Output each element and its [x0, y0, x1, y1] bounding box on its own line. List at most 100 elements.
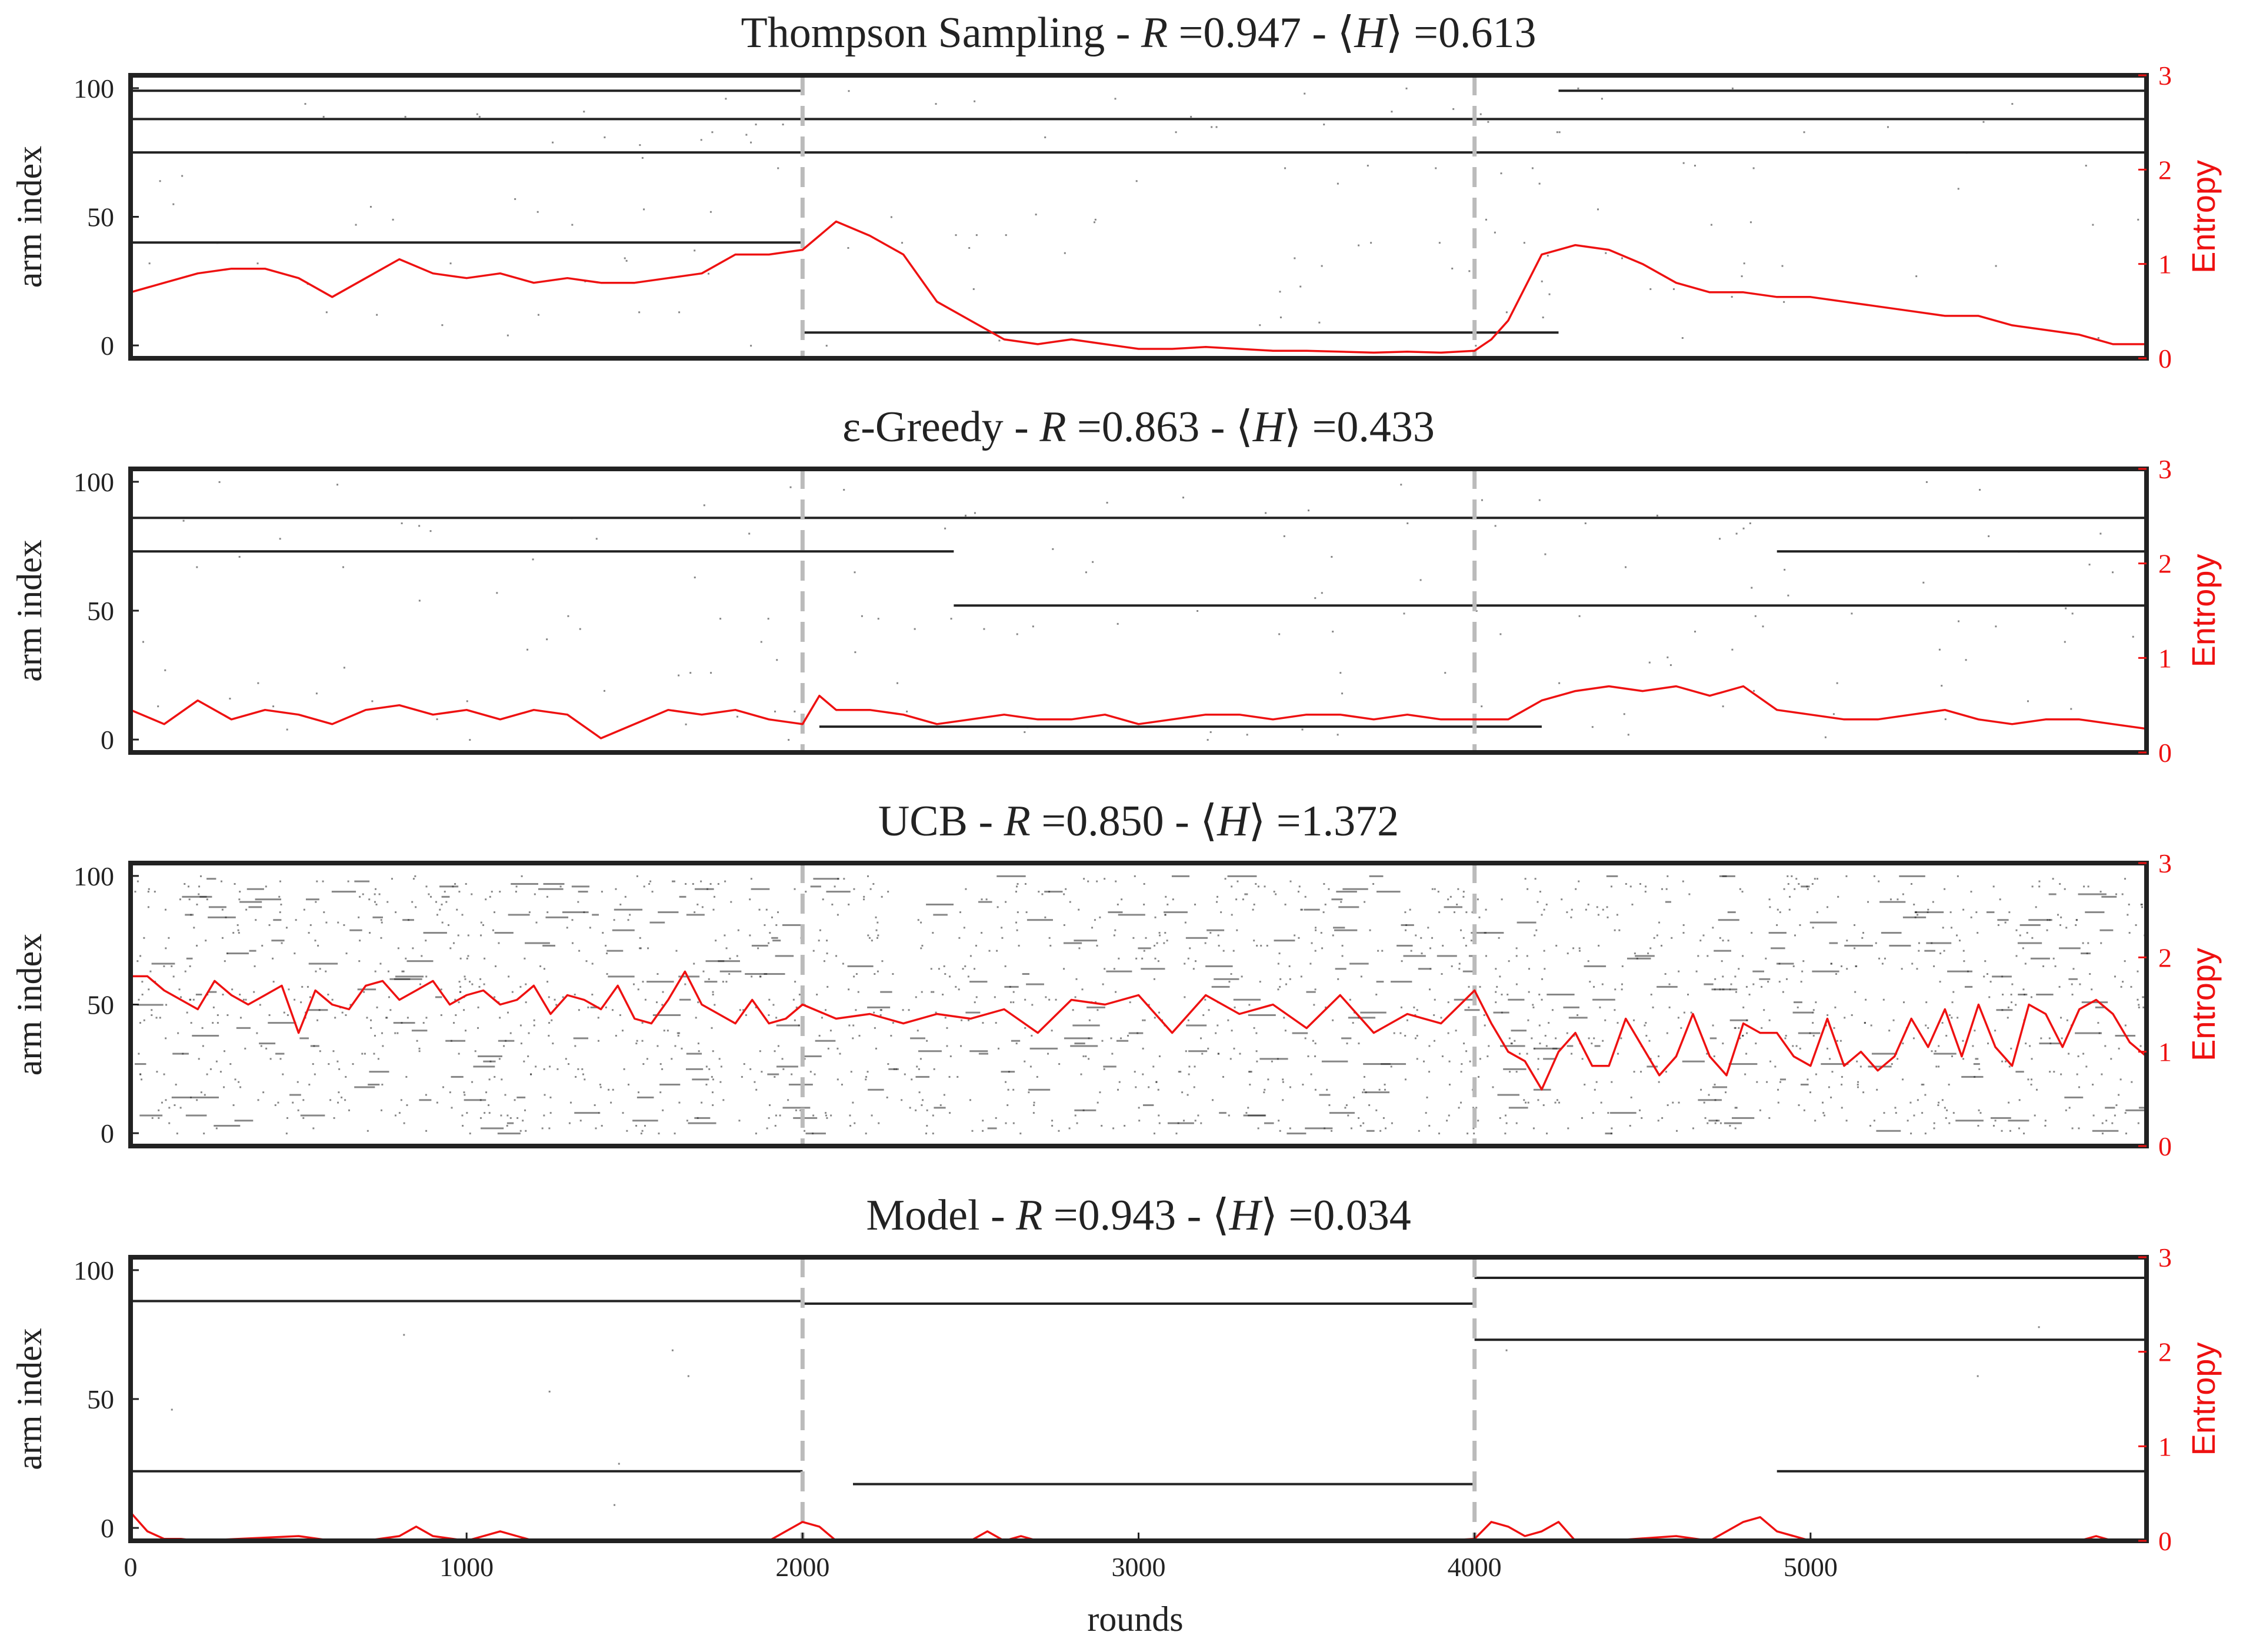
arm-pull: [1665, 888, 1668, 890]
arm-pull: [416, 1040, 418, 1042]
arm-pull: [1695, 970, 1698, 972]
arm-pull: [1539, 891, 1541, 893]
arm-pull: [1761, 1027, 1763, 1029]
arm-pull: [758, 908, 761, 911]
arm-pull: [1384, 1084, 1386, 1086]
arm-pull: [872, 882, 875, 885]
arm-pull: [1988, 996, 1991, 998]
arm-pull: [890, 1034, 892, 1037]
arm-pull: [1831, 962, 1833, 965]
arm-pull: [1468, 985, 1470, 988]
arm-pull: [825, 345, 828, 347]
arm-pull: [306, 985, 309, 988]
arm-pull: [644, 998, 646, 1001]
arm-pull: [1229, 1058, 1232, 1060]
arm-pull: [1428, 1125, 1431, 1127]
arm-pull: [1725, 1091, 1727, 1094]
arm-pull: [182, 895, 207, 898]
arm-pull: [678, 311, 681, 314]
arm-pull: [1178, 1071, 1180, 1073]
arm-pull: [2026, 932, 2028, 934]
arm-pull: [751, 944, 768, 947]
arm-pull: [2072, 968, 2075, 970]
arm-pull: [1523, 242, 1525, 244]
arm-pull: [1072, 1009, 1074, 1011]
arm-pull: [556, 1068, 559, 1070]
arm-pull: [826, 1117, 828, 1119]
arm-pull: [389, 1009, 392, 1011]
arm-pull: [1616, 914, 1618, 916]
arm-pull: [299, 1037, 309, 1040]
arm-pull: [549, 1096, 552, 1098]
arm-pull: [506, 1011, 509, 1014]
arm-pull: [1005, 901, 1007, 903]
arm-pull: [1337, 182, 1339, 185]
arm-pull: [1375, 994, 1378, 996]
arm-pull: [1459, 929, 1462, 931]
arm-pull: [545, 916, 569, 918]
arm-pull: [1158, 1055, 1161, 1057]
arm-pull: [1138, 947, 1151, 950]
arm-pull: [745, 973, 768, 975]
arm-pull: [209, 1068, 212, 1070]
arm-pull: [1297, 891, 1299, 893]
arm-pull: [262, 1091, 265, 1094]
arm-pull: [286, 1117, 289, 1119]
arm-pull: [1399, 1032, 1402, 1034]
arm-pull: [776, 659, 778, 661]
arm-pull: [316, 1019, 319, 1021]
arm-pull: [1218, 944, 1220, 947]
right-tick-label: 0: [2158, 344, 2172, 374]
arm-pull: [286, 728, 288, 731]
arm-pull: [1634, 952, 1636, 955]
arm-pull: [1977, 1058, 1979, 1060]
arm-pull: [610, 1101, 612, 1104]
arm-pull: [1096, 944, 1098, 947]
arm-pull: [942, 994, 944, 996]
arm-pull: [2031, 937, 2034, 939]
arm-pull: [288, 988, 290, 991]
arm-pull: [1997, 919, 2009, 921]
right-tick-label: 2: [2158, 155, 2172, 185]
arm-pull: [705, 1065, 708, 1068]
arm-pull: [1578, 947, 1581, 950]
arm-pull: [2008, 1065, 2011, 1068]
arm-pull: [1742, 955, 1744, 957]
arm-pull: [458, 981, 461, 983]
arm-pull: [1639, 882, 1641, 885]
arm-pull: [1832, 713, 1835, 715]
arm-pull: [2071, 994, 2074, 996]
arm-pull: [1279, 1130, 1281, 1132]
arm-pull: [334, 1017, 336, 1019]
arm-pull: [871, 1114, 873, 1117]
arm-pull: [1495, 991, 1497, 993]
arm-pull: [272, 957, 274, 960]
arm-pull: [190, 1096, 219, 1098]
arm-pull: [646, 1058, 648, 1060]
arm-pull: [1600, 1101, 1602, 1104]
arm-pull: [239, 901, 262, 903]
arm-pull: [1381, 950, 1384, 952]
arm-pull: [1277, 988, 1279, 991]
arm-pull: [1895, 1112, 1897, 1114]
arm-pull: [848, 988, 850, 991]
arm-pull: [265, 1047, 268, 1050]
arm-pull: [1096, 1009, 1099, 1011]
arm-pull: [1889, 898, 1892, 901]
arm-pull: [775, 1017, 778, 1019]
arm-pull: [1776, 924, 1778, 926]
arm-pull: [1403, 955, 1426, 957]
arm-pull: [415, 906, 417, 908]
arm-pull: [809, 1071, 812, 1073]
arm-pull: [1964, 985, 1973, 988]
arm-pull: [474, 1050, 476, 1053]
arm-pull: [1231, 914, 1233, 916]
arm-pull: [1952, 1112, 1955, 1114]
arm-pull: [1537, 1058, 1539, 1060]
entropy-line: [131, 970, 2147, 1091]
arm-pull: [1768, 1019, 1771, 1021]
arm-pull: [774, 1075, 776, 1078]
arm-pull: [439, 908, 441, 911]
arm-pull: [1499, 975, 1501, 978]
arm-pull: [1597, 208, 1599, 211]
